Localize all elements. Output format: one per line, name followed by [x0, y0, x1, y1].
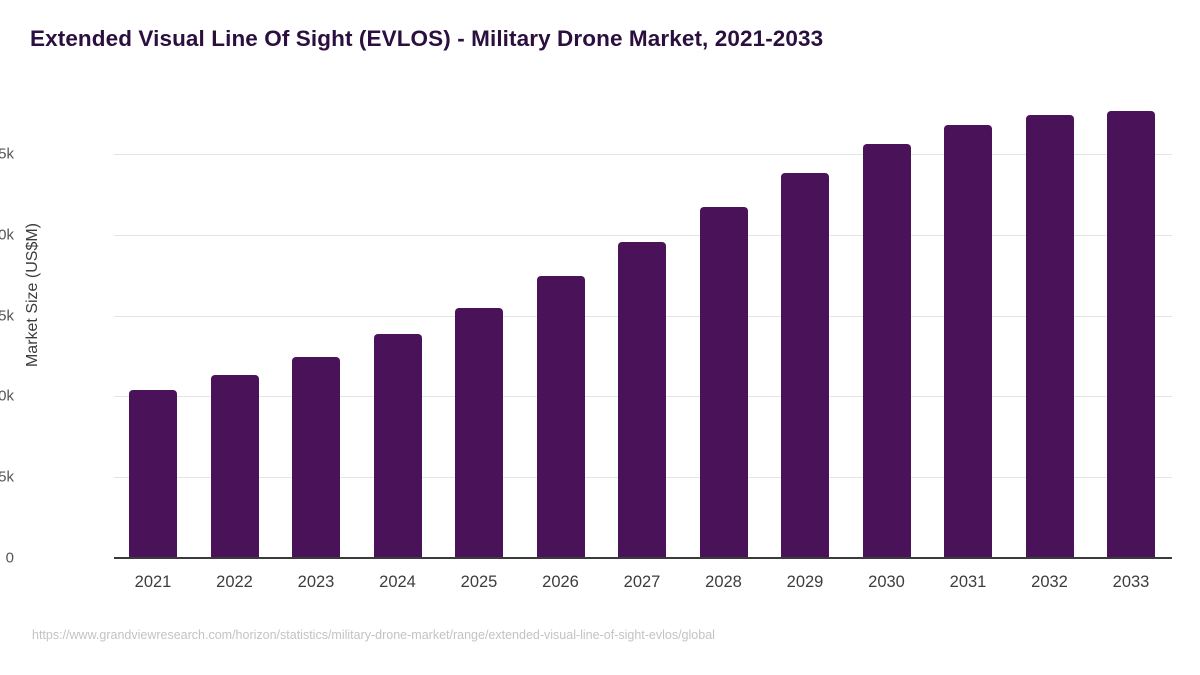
x-tick-label: 2021 — [134, 573, 172, 591]
y-tick-label: 20k — [0, 226, 14, 244]
bar[interactable] — [862, 144, 911, 558]
bar[interactable] — [618, 242, 666, 558]
x-tick-label: 2027 — [623, 573, 661, 591]
bar[interactable] — [455, 307, 503, 558]
gridline-20k — [114, 234, 1172, 236]
y-tick-label: 5k — [0, 468, 14, 486]
page-title: Extended Visual Line Of Sight (EVLOS) - … — [30, 26, 824, 51]
bar[interactable] — [1107, 111, 1155, 558]
bar[interactable] — [781, 172, 829, 558]
x-tick-label: 2030 — [868, 573, 905, 591]
bar[interactable] — [536, 276, 585, 558]
gridline-25k — [114, 154, 1172, 155]
x-tick-label: 2031 — [949, 573, 987, 591]
bar[interactable] — [1025, 115, 1074, 558]
x-tick-label: 2028 — [705, 573, 742, 591]
x-tick-label: 2033 — [1112, 573, 1150, 591]
source-url[interactable]: https://www.grandviewresearch.com/horizo… — [32, 628, 715, 642]
y-tick-label: 10k — [0, 387, 14, 405]
y-tick-label: 0 — [5, 549, 14, 567]
bar[interactable] — [699, 206, 748, 558]
x-tick-label: 2023 — [297, 573, 335, 591]
y-tick-label: 15k — [0, 307, 14, 325]
bar[interactable] — [292, 356, 340, 558]
bar[interactable] — [944, 124, 992, 558]
y-axis-title: Market Size (US$M) — [24, 222, 41, 368]
bar[interactable] — [373, 334, 422, 558]
y-tick-label: 25k — [0, 145, 14, 163]
x-tick-label: 2032 — [1031, 573, 1068, 591]
x-tick-label: 2025 — [460, 573, 498, 591]
x-tick-label: 2026 — [542, 573, 579, 591]
x-axis-line — [114, 557, 1172, 559]
x-tick-label: 2024 — [379, 573, 416, 591]
x-tick-label: 2022 — [216, 573, 253, 591]
bar[interactable] — [129, 389, 177, 558]
x-tick-label: 2029 — [786, 573, 824, 591]
plot-area — [114, 88, 1172, 558]
bar[interactable] — [210, 374, 259, 558]
